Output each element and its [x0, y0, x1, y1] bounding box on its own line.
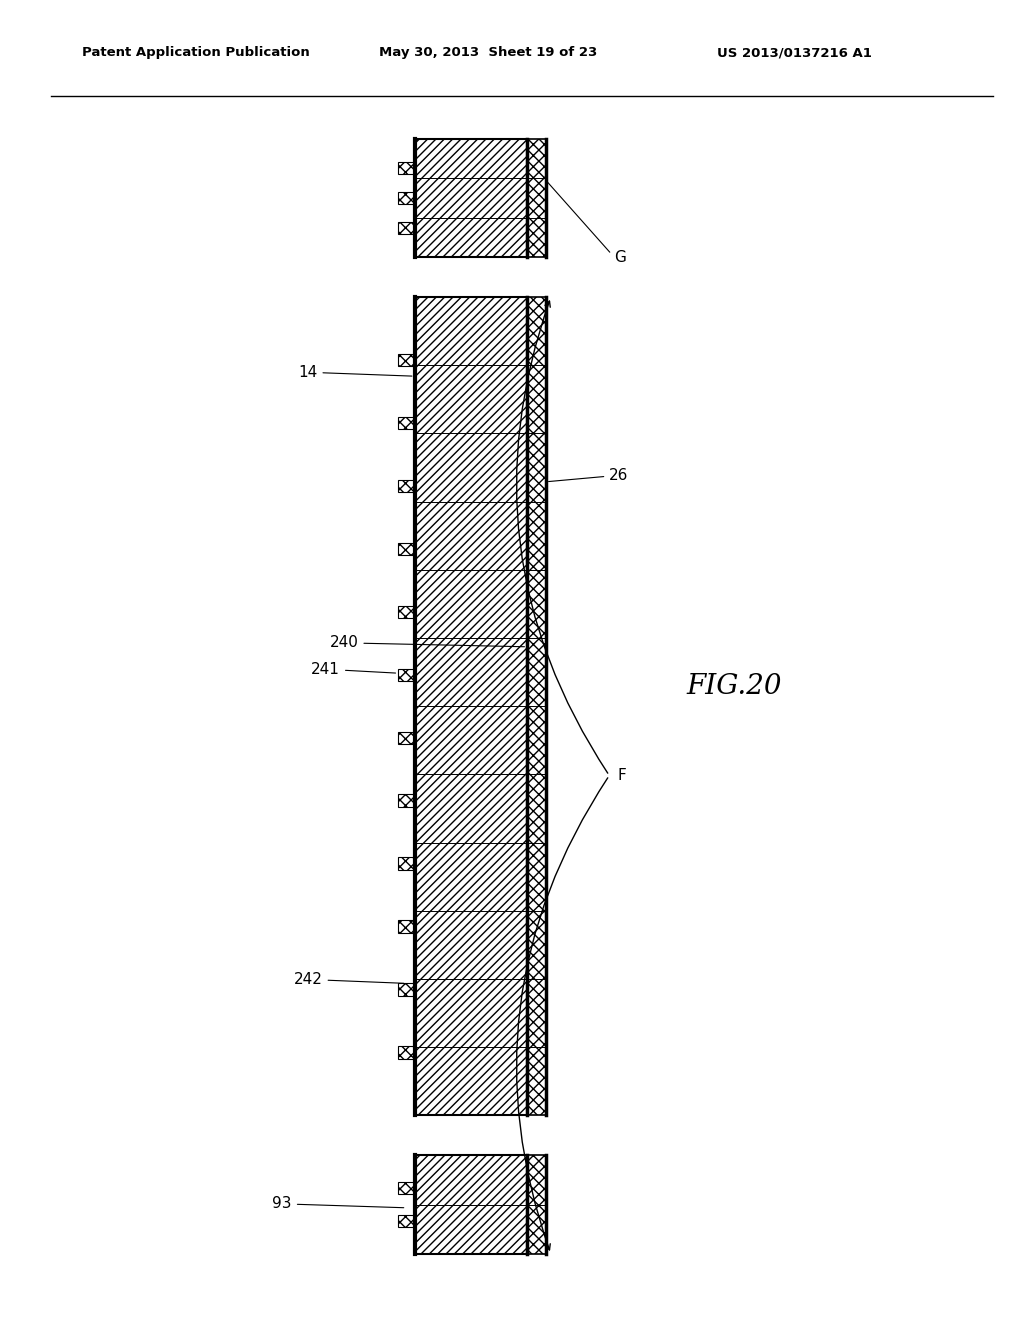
- Bar: [398, 920, 415, 933]
- Text: 240: 240: [330, 635, 524, 651]
- Text: FIG.20: FIG.20: [686, 673, 781, 700]
- Bar: [398, 731, 415, 744]
- Bar: [415, 297, 527, 1115]
- Bar: [527, 139, 546, 257]
- Bar: [398, 354, 415, 366]
- Bar: [415, 139, 527, 257]
- Bar: [398, 417, 415, 429]
- Text: G: G: [548, 182, 627, 265]
- Text: US 2013/0137216 A1: US 2013/0137216 A1: [717, 46, 871, 59]
- Bar: [398, 162, 415, 174]
- Bar: [398, 479, 415, 492]
- Bar: [398, 983, 415, 995]
- Bar: [398, 1047, 415, 1059]
- Bar: [398, 795, 415, 807]
- Text: May 30, 2013  Sheet 19 of 23: May 30, 2013 Sheet 19 of 23: [379, 46, 597, 59]
- Text: 241: 241: [311, 661, 395, 677]
- Bar: [398, 222, 415, 234]
- Bar: [398, 1181, 415, 1195]
- Bar: [527, 297, 546, 1115]
- Bar: [398, 543, 415, 554]
- Text: 14: 14: [298, 364, 412, 380]
- Bar: [527, 1155, 546, 1254]
- Bar: [415, 1155, 527, 1254]
- Text: Patent Application Publication: Patent Application Publication: [82, 46, 309, 59]
- Bar: [398, 858, 415, 870]
- Bar: [398, 191, 415, 205]
- Bar: [398, 606, 415, 618]
- Text: 93: 93: [272, 1196, 403, 1212]
- Text: F: F: [617, 768, 627, 783]
- Text: 242: 242: [294, 972, 403, 987]
- Bar: [398, 668, 415, 681]
- Bar: [398, 1214, 415, 1228]
- Text: 26: 26: [549, 467, 629, 483]
